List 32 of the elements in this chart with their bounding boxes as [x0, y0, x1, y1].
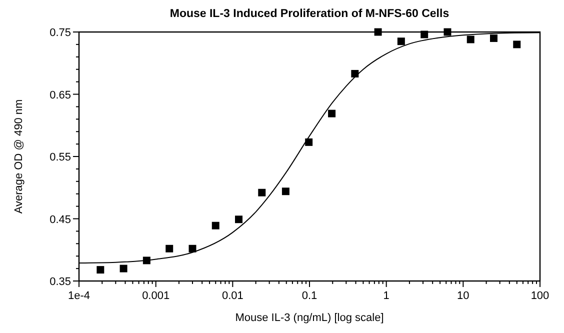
point [305, 138, 313, 146]
x-axis-title: Mouse IL-3 (ng/mL) [log scale] [235, 312, 384, 324]
point [374, 28, 382, 36]
x-tick-label: 0.1 [302, 290, 318, 302]
y-tick-label: 0.45 [50, 214, 71, 226]
y-tick-label: 0.75 [50, 27, 71, 39]
point [258, 188, 266, 196]
point [466, 36, 474, 44]
chart-title: Mouse IL-3 Induced Proliferation of M-NFS-60 Cells [170, 8, 450, 20]
x-tick-label: 0.001 [142, 290, 170, 302]
point [96, 266, 104, 274]
point [351, 70, 359, 78]
x-tick-label: 1e-4 [68, 290, 90, 302]
point [235, 216, 242, 224]
point [282, 188, 290, 196]
point [166, 244, 174, 252]
point [397, 38, 405, 46]
y-axis-title: Average OD @ 490 nm [13, 99, 25, 214]
x-tick-label: 100 [530, 290, 550, 302]
y-tick-label: 0.55 [50, 152, 71, 164]
point [490, 34, 498, 42]
point [120, 264, 128, 272]
point [420, 30, 428, 38]
point [328, 110, 336, 118]
point [444, 28, 452, 36]
x-tick-label: 10 [457, 290, 470, 302]
y-tick-label: 0.35 [50, 276, 71, 288]
x-tick-label: 1 [383, 290, 390, 302]
point [513, 40, 521, 48]
y-tick-label: 0.65 [50, 89, 71, 102]
point [212, 222, 220, 230]
x-tick-label: 0.01 [222, 290, 244, 302]
